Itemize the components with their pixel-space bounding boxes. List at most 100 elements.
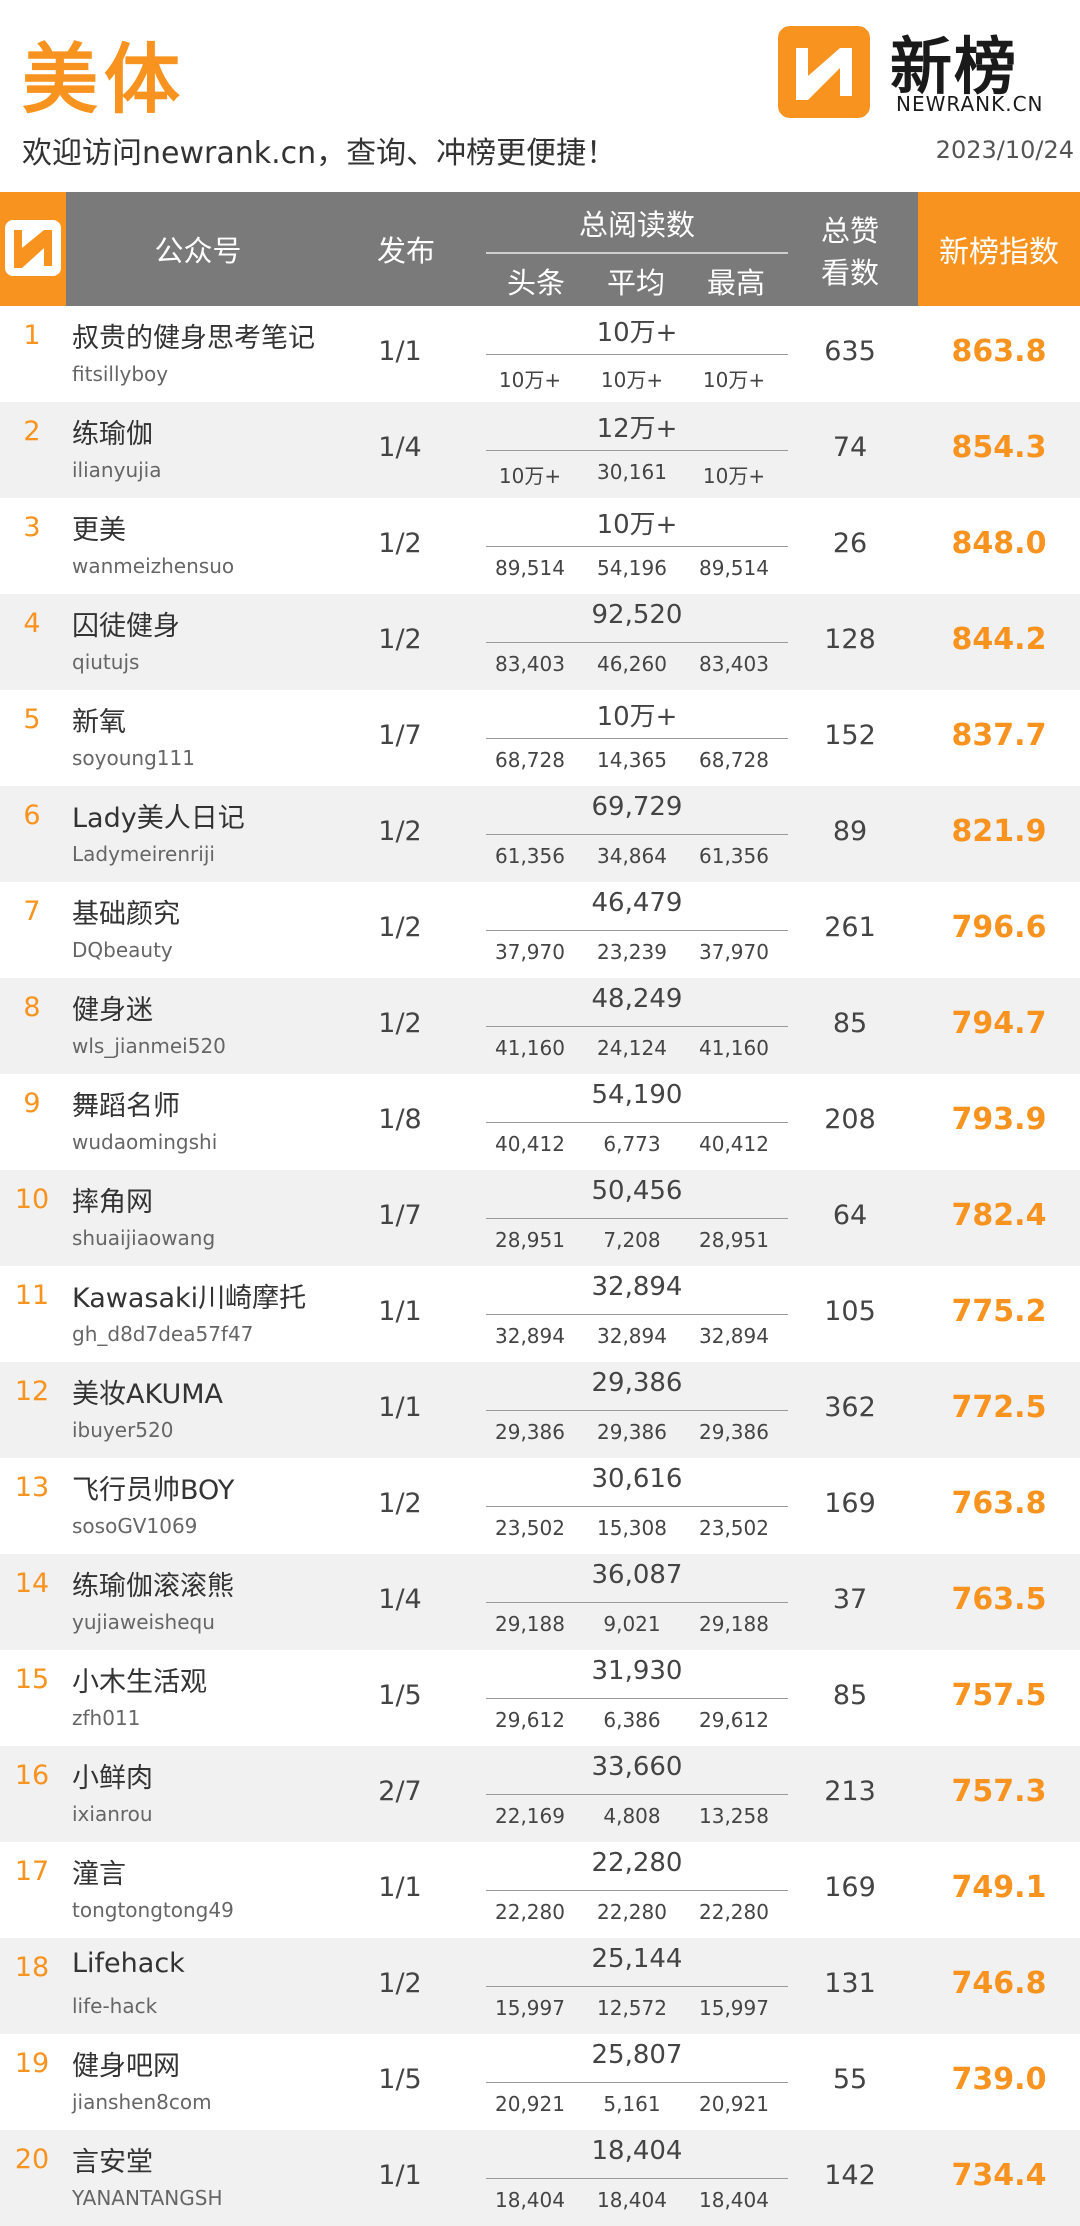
rank-number: 5 [23,704,41,735]
account-id: yujiaweishequ [72,1610,215,1634]
col-header-average: 平均 [606,266,665,300]
account-id: qiutujs [72,650,140,674]
total-reads: 54,190 [591,1080,683,1110]
max-reads: 40,412 [699,1132,769,1156]
headline-reads: 10万+ [498,464,562,488]
headline-reads: 29,188 [495,1612,565,1636]
newrank-index: 775.2 [951,1294,1047,1329]
max-reads: 15,997 [699,1996,769,2020]
max-reads: 28,951 [699,1228,769,1252]
average-reads: 24,124 [597,1036,667,1060]
average-reads: 5,161 [603,2092,661,2116]
table-row[interactable]: 6 Lady美人日记 Ladymeirenriji 1/2 69,729 61,356 34… [0,786,1080,882]
account-id: life-hack [72,1994,158,2018]
rank-number: 3 [23,512,41,543]
likes-count: 85 [832,1008,868,1039]
rank-number: 10 [14,1184,50,1215]
table-row[interactable]: 8 健身迷 wls_jianmei520 1/2 48,249 41,160 24,124 4… [0,978,1080,1074]
table-row[interactable]: 5 新氧 soyoung111 1/7 10万+ 68,728 14,365 68,728 15… [0,690,1080,786]
average-reads: 12,572 [597,1996,667,2020]
col-header-max: 最高 [706,266,765,300]
total-reads: 30,616 [591,1464,683,1494]
rank-number: 19 [14,2048,50,2079]
col-header-headline: 头条 [506,266,565,300]
table-row[interactable]: 10 摔角网 shuaijiaowang 1/7 50,456 28,951 7,208 28… [0,1170,1080,1266]
account-name: Kawasaki川崎摩托 [72,1283,307,1314]
average-reads: 9,021 [603,1612,661,1636]
headline-reads: 83,403 [495,652,565,676]
headline-reads: 37,970 [495,940,565,964]
table-row[interactable]: 18 Lifehack life-hack 1/2 25,144 15,997 12,572… [0,1938,1080,2034]
max-reads: 29,386 [699,1420,769,1444]
headline-reads: 68,728 [495,748,565,772]
table-row[interactable]: 13 飞行员帅BOY sosoGV1069 1/2 30,616 23,502 15,308… [0,1458,1080,1554]
table-row[interactable]: 7 基础颜究 DQbeauty 1/2 46,479 37,970 23,239 37,970… [0,882,1080,978]
total-reads: 10万+ [596,318,678,348]
table-row[interactable]: 11 Kawasaki川崎摩托 gh_d8d7dea57f47 1/1 32,894 32… [0,1266,1080,1362]
col-header-likes-line2: 看数 [820,256,879,290]
total-reads: 92,520 [591,600,683,630]
reads-divider [486,450,788,451]
table-row[interactable]: 12 美妆AKUMA ibuyer520 1/1 29,386 29,386 29,386 2… [0,1362,1080,1458]
brand-block[interactable]: 新榜 NEWRANK.CN [778,22,1046,118]
headline-reads: 41,160 [495,1036,565,1060]
newrank-index: 749.1 [951,1870,1047,1905]
table-row[interactable]: 1 叔贵的健身思考笔记 fitsillyboy 1/1 10万+ 10万+ 10万+ 10万+… [0,306,1080,402]
table-row[interactable]: 20 言安堂 YANANTANGSH 1/1 18,404 18,404 18,404 18,… [0,2130,1080,2226]
page-header: 美体 欢迎访问newrank.cn，查询、冲榜更便捷！ 2023/10/24 新… [0,0,1080,192]
total-reads: 36,087 [591,1560,683,1590]
likes-count: 105 [824,1296,876,1327]
publish-count: 2/7 [378,1776,422,1807]
reads-divider [486,2178,788,2179]
account-name: 练瑜伽 [72,419,153,450]
table-header-logo [0,192,66,306]
max-reads: 20,921 [699,2092,769,2116]
max-reads: 18,404 [699,2188,769,2212]
table-row[interactable]: 17 潼言 tongtongtong49 1/1 22,280 22,280 22,280 2… [0,1842,1080,1938]
account-id: ibuyer520 [72,1418,174,1442]
col-header-total-reads: 总阅读数 [578,208,695,242]
account-id: zfh011 [72,1706,141,1730]
max-reads: 22,280 [699,1900,769,1924]
reads-divider [486,1698,788,1699]
total-reads: 32,894 [591,1272,683,1302]
table-row[interactable]: 19 健身吧网 jianshen8com 1/5 25,807 20,921 5,161 20… [0,2034,1080,2130]
account-name: 小木生活观 [72,1667,207,1698]
account-name: 摔角网 [72,1187,153,1218]
reads-divider [486,1890,788,1891]
headline-reads: 23,502 [495,1516,565,1540]
headline-reads: 20,921 [495,2092,565,2116]
newrank-small-logo-icon [5,220,61,276]
rank-number: 9 [23,1088,41,1119]
likes-count: 89 [832,816,868,847]
newrank-index: 844.2 [951,622,1047,657]
table-row[interactable]: 15 小木生活观 zfh011 1/5 31,930 29,612 6,386 29,612 8… [0,1650,1080,1746]
likes-count: 64 [832,1200,868,1231]
table-row[interactable]: 4 囚徒健身 qiutujs 1/2 92,520 83,403 46,260 83,403 1… [0,594,1080,690]
max-reads: 32,894 [699,1324,769,1348]
reads-divider [486,1314,788,1315]
table-row[interactable]: 2 练瑜伽 ilianyujia 1/4 12万+ 10万+ 30,161 10万+ 74 854… [0,402,1080,498]
newrank-index: 782.4 [951,1198,1047,1233]
publish-count: 1/1 [378,1296,422,1327]
table-row[interactable]: 14 练瑜伽滚滚熊 yujiaweishequ 1/4 36,087 29,188 9,02… [0,1554,1080,1650]
rank-number: 13 [14,1472,50,1503]
rank-number: 2 [23,416,41,447]
total-reads: 25,144 [591,1944,683,1974]
headline-reads: 89,514 [495,556,565,580]
publish-count: 1/2 [378,528,422,559]
account-id: ixianrou [72,1802,153,1826]
table-row[interactable]: 16 小鲜肉 ixianrou 2/7 33,660 22,169 4,808 13,258 2… [0,1746,1080,1842]
reads-divider [486,1218,788,1219]
headline-reads: 15,997 [495,1996,565,2020]
publish-count: 1/5 [378,2064,422,2095]
newrank-index: 739.0 [951,2062,1047,2097]
account-id: wanmeizhensuo [72,554,235,578]
rank-number: 18 [14,1952,50,1983]
table-row[interactable]: 9 舞蹈名师 wudaomingshi 1/8 54,190 40,412 6,773 40,… [0,1074,1080,1170]
average-reads: 10万+ [600,368,664,392]
average-reads: 18,404 [597,2188,667,2212]
newrank-index: 757.5 [951,1678,1047,1713]
publish-count: 1/1 [378,336,422,367]
table-row[interactable]: 3 更美 wanmeizhensuo 1/2 10万+ 89,514 54,196 89,51… [0,498,1080,594]
